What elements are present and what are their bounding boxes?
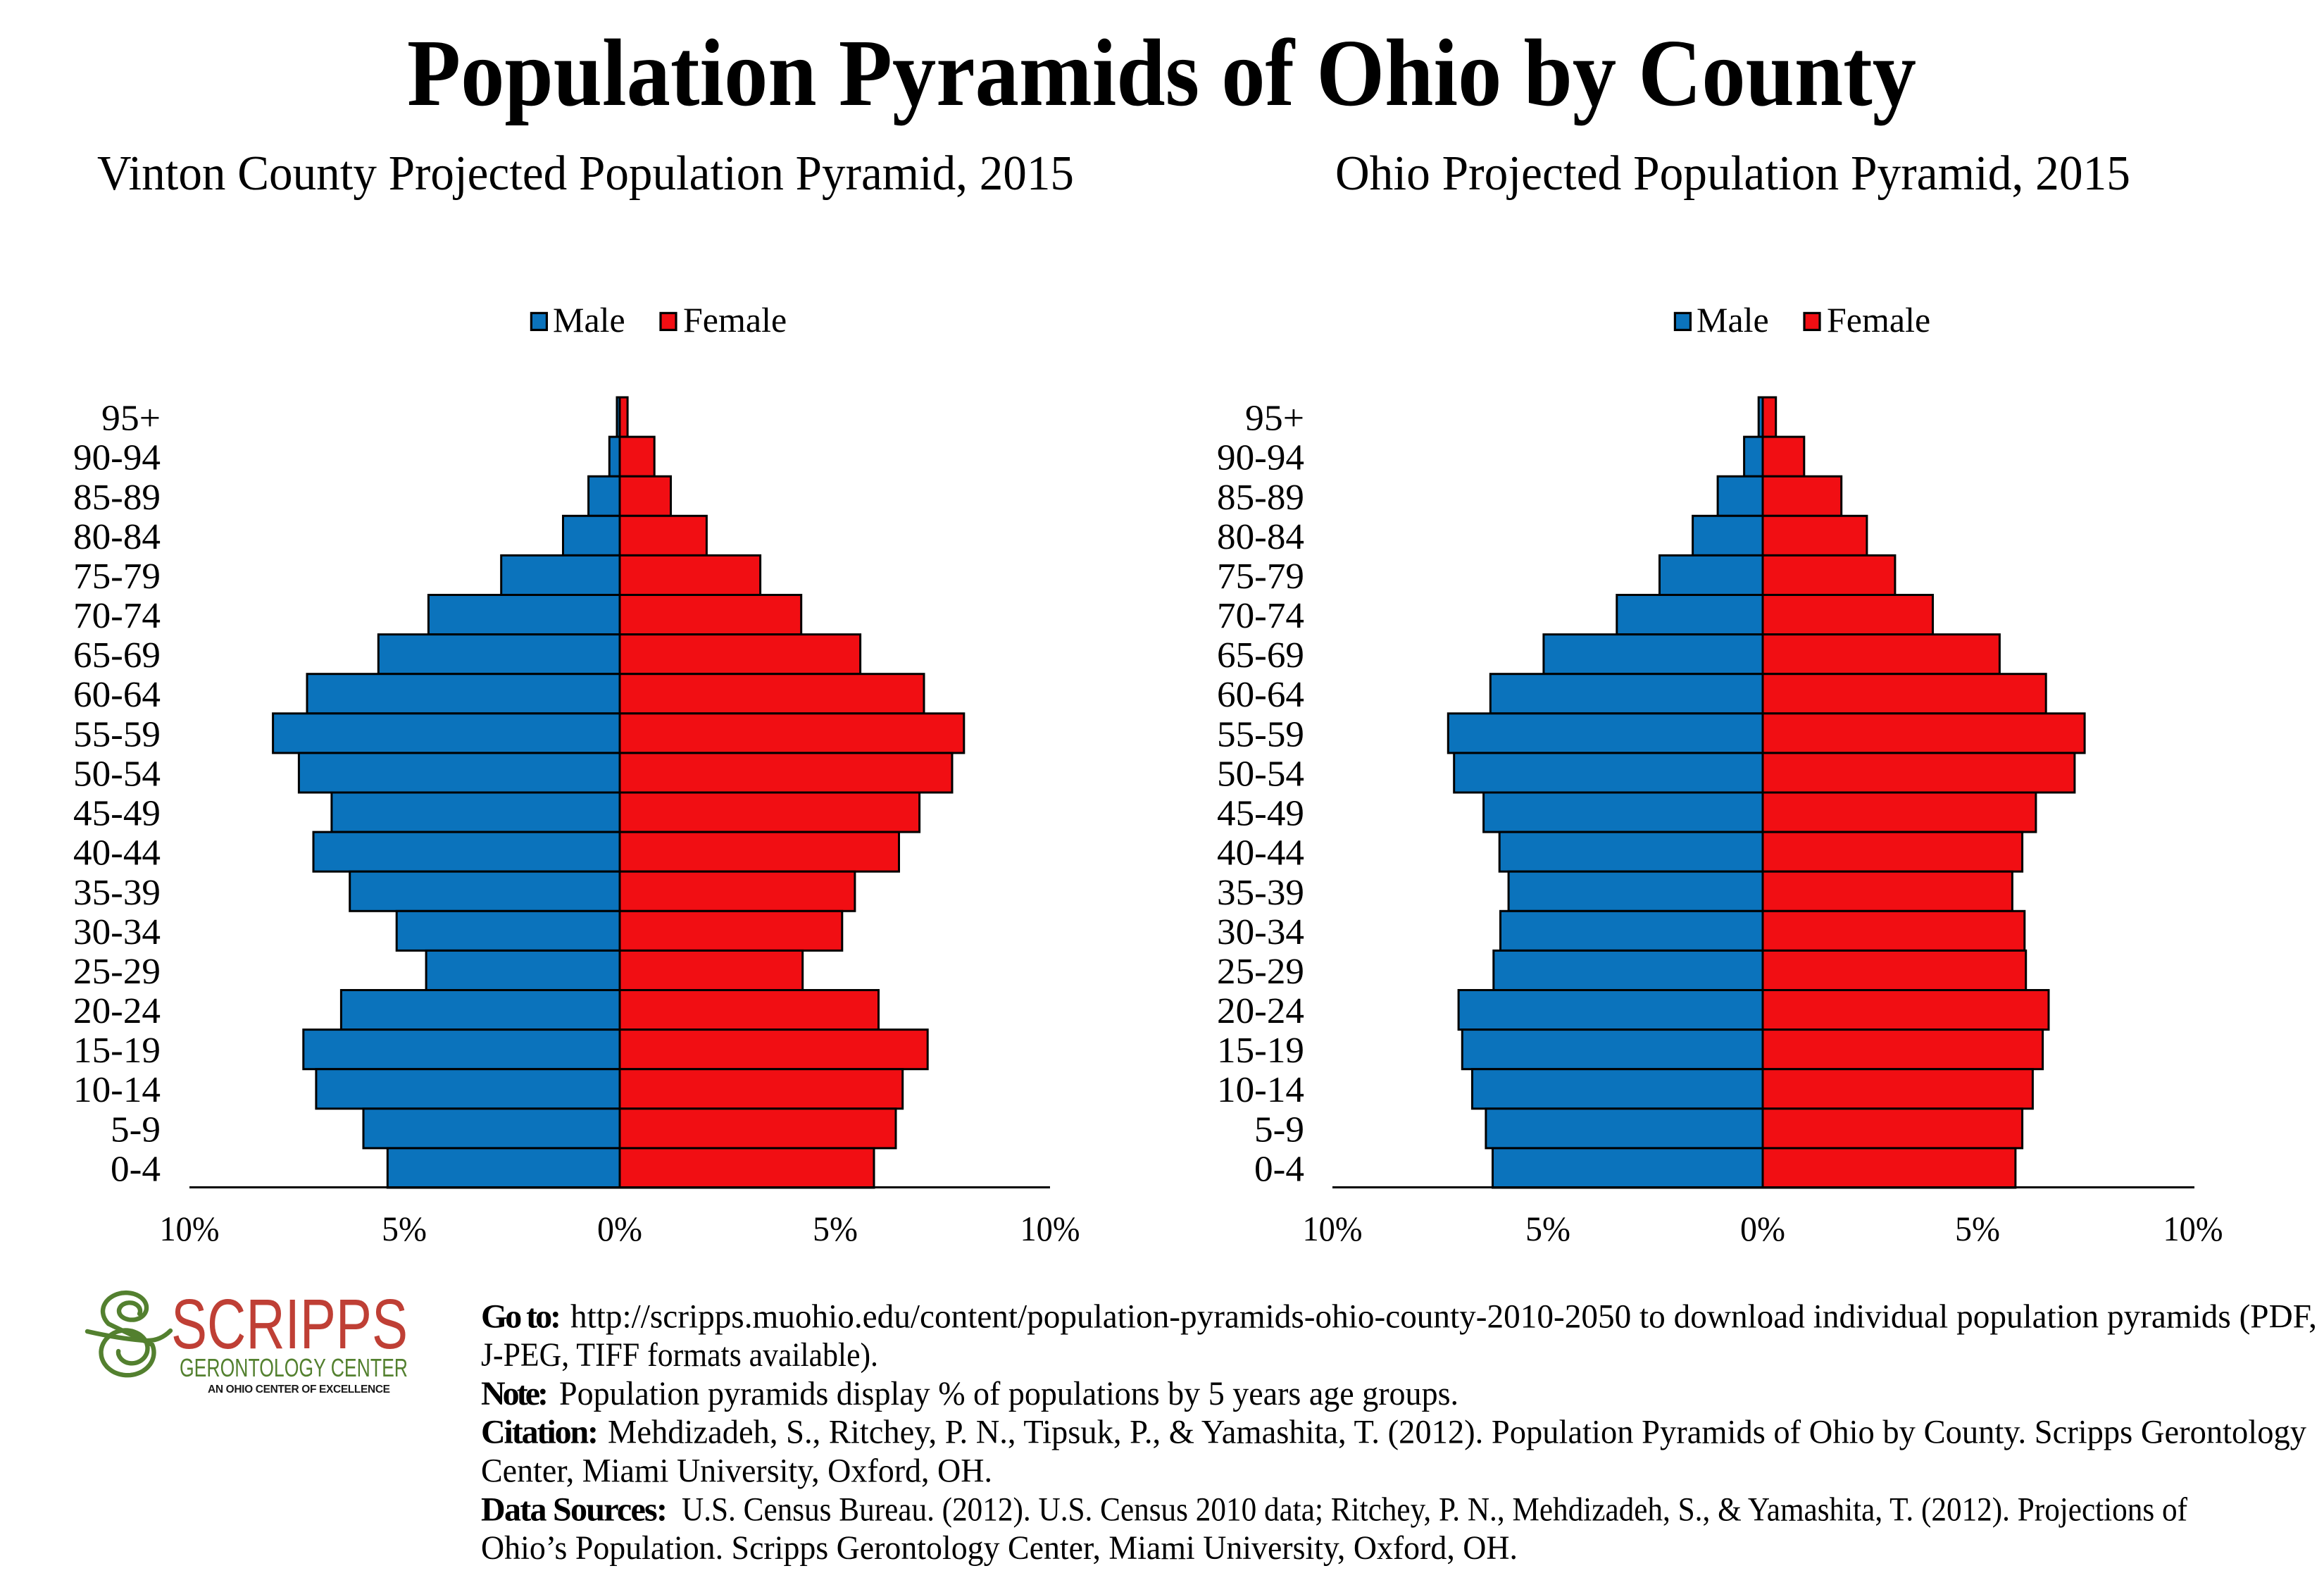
svg-text:60-64: 60-64 bbox=[73, 675, 161, 715]
svg-text:45-49: 45-49 bbox=[1217, 794, 1304, 834]
svg-text:Male: Male bbox=[1697, 300, 1769, 340]
svg-text:http://scripps.muohio.edu/cont: http://scripps.muohio.edu/content/popula… bbox=[570, 1298, 2317, 1335]
svg-text:Mehdizadeh, S., Ritchey, P. N.: Mehdizadeh, S., Ritchey, P. N., Tipsuk, … bbox=[608, 1414, 2306, 1451]
svg-text:25-29: 25-29 bbox=[1217, 952, 1304, 992]
svg-text:45-49: 45-49 bbox=[73, 794, 161, 834]
svg-text:Male: Male bbox=[553, 300, 625, 340]
svg-text:85-89: 85-89 bbox=[1217, 478, 1304, 518]
svg-text:Note:: Note: bbox=[481, 1375, 549, 1412]
svg-text:30-34: 30-34 bbox=[73, 912, 161, 952]
svg-text:Population pyramids display %: Population pyramids display % of populat… bbox=[559, 1375, 1458, 1412]
svg-text:Vinton County Projected Popula: Vinton County Projected Population Pyram… bbox=[97, 147, 1074, 201]
svg-text:10%: 10% bbox=[160, 1209, 220, 1248]
svg-text:0%: 0% bbox=[1740, 1209, 1785, 1248]
svg-text:55-59: 55-59 bbox=[1217, 714, 1304, 754]
svg-text:10-14: 10-14 bbox=[73, 1070, 161, 1110]
svg-text:Center, Miami University, Oxfo: Center, Miami University, Oxford, OH. bbox=[481, 1453, 992, 1490]
svg-text:15-19: 15-19 bbox=[1217, 1031, 1304, 1071]
svg-text:50-54: 50-54 bbox=[73, 754, 161, 795]
svg-text:80-84: 80-84 bbox=[73, 517, 161, 557]
svg-text:60-64: 60-64 bbox=[1217, 675, 1304, 715]
svg-text:Ohio Projected Population Pyra: Ohio Projected Population Pyramid, 2015 bbox=[1335, 147, 2130, 201]
svg-text:85-89: 85-89 bbox=[73, 478, 161, 518]
svg-text:55-59: 55-59 bbox=[73, 714, 161, 754]
svg-text:65-69: 65-69 bbox=[73, 635, 161, 676]
svg-text:20-24: 20-24 bbox=[1217, 991, 1304, 1031]
svg-text:Data Sources:: Data Sources: bbox=[481, 1491, 668, 1528]
svg-text:GERONTOLOGY CENTER: GERONTOLOGY CENTER bbox=[180, 1353, 408, 1382]
svg-text:10%: 10% bbox=[2163, 1209, 2223, 1248]
svg-text:95+: 95+ bbox=[101, 399, 161, 439]
svg-text:10-14: 10-14 bbox=[1217, 1070, 1304, 1110]
svg-text:5%: 5% bbox=[1955, 1209, 2000, 1248]
svg-text:90-94: 90-94 bbox=[1217, 438, 1304, 478]
svg-text:70-74: 70-74 bbox=[73, 596, 161, 636]
svg-text:50-54: 50-54 bbox=[1217, 754, 1304, 795]
svg-text:75-79: 75-79 bbox=[1217, 557, 1304, 597]
svg-text:80-84: 80-84 bbox=[1217, 517, 1304, 557]
svg-text:40-44: 40-44 bbox=[73, 833, 161, 874]
svg-text:95+: 95+ bbox=[1245, 399, 1304, 439]
svg-text:J-PEG, TIFF formats available): J-PEG, TIFF formats available). bbox=[481, 1336, 878, 1374]
svg-text:25-29: 25-29 bbox=[73, 952, 161, 992]
svg-text:15-19: 15-19 bbox=[73, 1031, 161, 1071]
svg-text:70-74: 70-74 bbox=[1217, 596, 1304, 636]
svg-text:65-69: 65-69 bbox=[1217, 635, 1304, 676]
svg-text:U.S. Census Bureau. (2012). U.: U.S. Census Bureau. (2012). U.S. Census … bbox=[682, 1491, 2187, 1528]
svg-text:5%: 5% bbox=[382, 1209, 427, 1248]
svg-text:SCRIPPS: SCRIPPS bbox=[171, 1285, 408, 1364]
svg-text:0-4: 0-4 bbox=[1254, 1150, 1304, 1190]
svg-text:0%: 0% bbox=[597, 1209, 642, 1248]
svg-text:0-4: 0-4 bbox=[111, 1150, 161, 1190]
svg-text:Population Pyramids of Ohio by: Population Pyramids of Ohio by County bbox=[407, 20, 1916, 126]
svg-text:Go to:: Go to: bbox=[481, 1298, 561, 1335]
svg-text:35-39: 35-39 bbox=[73, 873, 161, 913]
svg-text:40-44: 40-44 bbox=[1217, 833, 1304, 874]
svg-text:75-79: 75-79 bbox=[73, 557, 161, 597]
svg-text:30-34: 30-34 bbox=[1217, 912, 1304, 952]
svg-text:90-94: 90-94 bbox=[73, 438, 161, 478]
svg-text:AN OHIO CENTER OF EXCELLENCE: AN OHIO CENTER OF EXCELLENCE bbox=[208, 1384, 390, 1396]
svg-text:Ohio’s Population. Scripps Ger: Ohio’s Population. Scripps Gerontology C… bbox=[481, 1529, 1518, 1567]
svg-text:Female: Female bbox=[1827, 300, 1930, 340]
svg-text:35-39: 35-39 bbox=[1217, 873, 1304, 913]
svg-text:5%: 5% bbox=[1525, 1209, 1570, 1248]
svg-text:10%: 10% bbox=[1303, 1209, 1363, 1248]
svg-text:Citation:: Citation: bbox=[481, 1414, 599, 1451]
svg-text:5-9: 5-9 bbox=[1254, 1110, 1304, 1150]
svg-text:20-24: 20-24 bbox=[73, 991, 161, 1031]
svg-text:Female: Female bbox=[683, 300, 787, 340]
svg-text:10%: 10% bbox=[1020, 1209, 1080, 1248]
svg-text:5%: 5% bbox=[813, 1209, 858, 1248]
svg-text:5-9: 5-9 bbox=[111, 1110, 161, 1150]
